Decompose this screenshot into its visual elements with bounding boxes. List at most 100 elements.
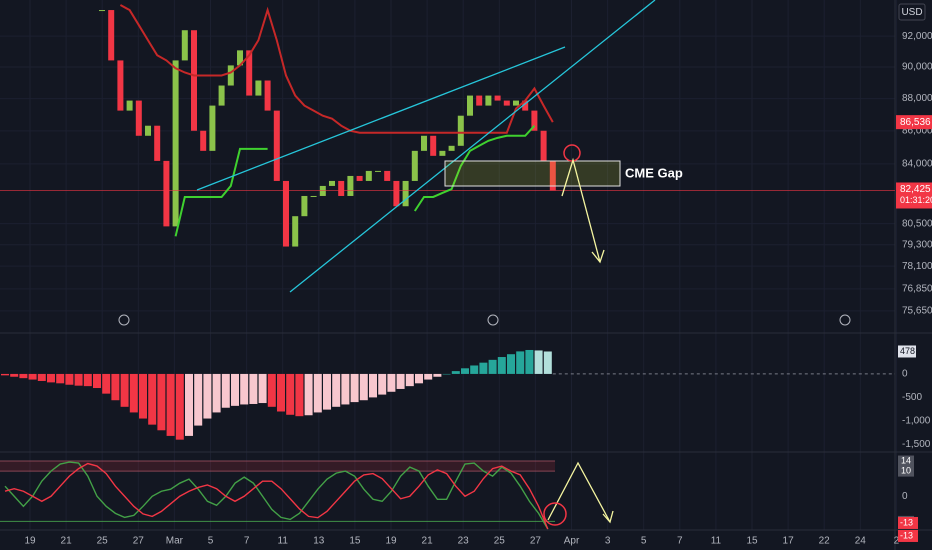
y-tick-label: 84,000 [902, 159, 932, 170]
x-tick-label: 7 [677, 536, 683, 547]
histogram-bar [19, 373, 28, 379]
level-label: 10 [901, 465, 911, 475]
histogram-bar [378, 373, 387, 395]
histogram-bar [350, 373, 359, 403]
candle-body [430, 135, 437, 156]
trend-line [289, 0, 656, 293]
indicator-label-box [896, 115, 932, 130]
histogram-bar [323, 373, 331, 410]
candle-body [467, 95, 473, 116]
histogram-bar [74, 373, 83, 386]
histogram-bar [387, 373, 396, 392]
histogram-bar [369, 373, 377, 398]
histogram-bar [396, 373, 405, 389]
histogram-bar [267, 373, 276, 407]
candle-body [485, 95, 492, 106]
candle-body [108, 10, 115, 61]
candle-body [421, 135, 427, 151]
oscillator-label: -13 [900, 530, 913, 540]
candle-body [310, 195, 317, 197]
y-tick-label: -1,000 [902, 416, 931, 427]
histogram-bar [249, 373, 258, 404]
histogram-bar [433, 373, 442, 377]
x-tick-label: 19 [24, 536, 36, 547]
histogram-bar [240, 373, 249, 405]
trend-line [196, 46, 566, 191]
x-tick-label: 3 [605, 536, 611, 547]
x-tick-label: 19 [385, 536, 397, 547]
candle-body [135, 100, 142, 136]
price-label: 82,425 [900, 184, 931, 195]
y-tick-label: 90,000 [902, 62, 932, 73]
price-label-box [896, 182, 932, 209]
candle-body [503, 100, 510, 106]
histogram-bar [93, 373, 101, 389]
histogram-bar [65, 373, 74, 385]
candle-body [154, 125, 161, 161]
session-icon[interactable] [118, 314, 130, 326]
x-tick-label: 7 [244, 536, 250, 547]
y-tick-label: -1,500 [902, 439, 931, 450]
histogram-bar [221, 373, 230, 408]
candle-body [246, 50, 253, 96]
x-tick-label: 15 [349, 536, 361, 547]
y-tick-label: 0 [902, 369, 908, 380]
candle-body [301, 195, 308, 217]
candle-body [145, 125, 151, 136]
histogram-bar [516, 351, 525, 374]
histogram-bar [332, 373, 341, 407]
candle-body [329, 180, 335, 186]
histogram-bar [166, 373, 175, 436]
candle-body [365, 170, 372, 181]
countdown: 01:31:20 [900, 195, 932, 205]
histogram-bar [231, 373, 239, 406]
candle-body [402, 180, 409, 207]
histogram-bar [203, 373, 212, 419]
x-tick-label: 25 [494, 536, 506, 547]
oscillator-line [4, 462, 549, 530]
histogram-bar [258, 373, 267, 404]
histogram-bar [359, 373, 368, 401]
histogram-bar [451, 371, 460, 374]
histogram-bar [129, 373, 138, 413]
candle-body [264, 80, 271, 111]
histogram-bar [313, 373, 322, 413]
annotation: CME Gap [625, 165, 683, 180]
candle-body [237, 50, 243, 66]
candle-body [476, 95, 483, 106]
histogram-bar [102, 373, 111, 394]
level-band [0, 461, 555, 472]
candle-body [292, 216, 299, 247]
x-tick-label: Apr [564, 536, 580, 547]
highlight-circle [543, 502, 567, 526]
histogram-bar [47, 373, 55, 383]
oscillator-label: -13 [900, 517, 913, 527]
marks [0, 4, 895, 530]
currency-box[interactable] [898, 3, 926, 21]
x-tick-label: 21 [422, 536, 434, 547]
session-icon[interactable] [487, 314, 499, 326]
x-tick-label: 23 [458, 536, 470, 547]
highlight-circle [563, 144, 581, 162]
histogram-bar [507, 354, 515, 374]
histogram-bar [461, 368, 469, 374]
gap-box [444, 160, 621, 187]
histogram-bar [185, 373, 193, 436]
projection-arrow [561, 157, 601, 263]
indicator-line [119, 4, 554, 134]
candle-body [172, 60, 179, 227]
histogram-bar [543, 351, 552, 374]
histogram-bar [424, 373, 433, 380]
histogram-bar [10, 373, 19, 377]
y-tick-label: 75,650 [902, 306, 932, 317]
candle-body [375, 170, 381, 172]
y-tick-label: 76,850 [902, 283, 932, 294]
axis: USD 92,000 90,000 88,000 86,000 84,000 80,500… [24, 3, 932, 547]
hist-label: 478 [900, 346, 915, 356]
candle-body [218, 85, 225, 106]
x-tick-label: Mar [166, 536, 184, 547]
session-icon[interactable] [839, 314, 851, 326]
currency: USD [901, 7, 922, 18]
candle-body [255, 80, 262, 96]
y-tick-label: 78,100 [902, 261, 932, 272]
